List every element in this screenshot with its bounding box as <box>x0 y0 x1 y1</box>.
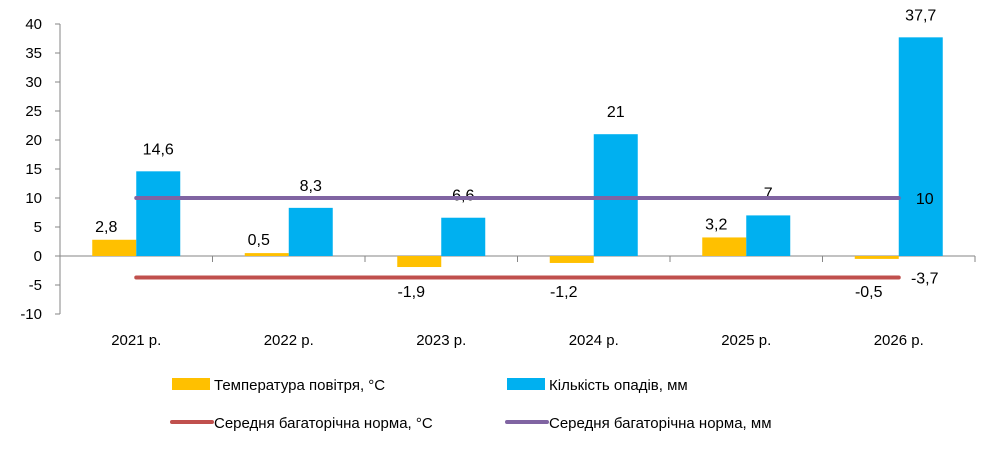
precipitation-data-label: 7 <box>764 185 773 202</box>
x-tick-label: 2022 р. <box>264 332 314 349</box>
legend-entry: Середня багаторічна норма, мм <box>549 415 772 432</box>
temperature-data-label: -0,5 <box>855 284 883 301</box>
temperature-bar <box>702 237 747 256</box>
temperature-bar <box>854 256 899 259</box>
y-tick-label: -10 <box>20 306 42 323</box>
y-tick-label: 35 <box>25 45 42 62</box>
temperature-bar <box>549 256 594 263</box>
temperature-data-label: -1,9 <box>397 284 425 301</box>
x-tick-label: 2021 р. <box>111 332 161 349</box>
legend-entry: Кількість опадів, мм <box>549 377 688 394</box>
norm-precipitation-label: 10 <box>916 191 934 208</box>
temperature-data-label: -1,2 <box>550 284 578 301</box>
x-tick-label: 2026 р. <box>874 332 924 349</box>
temperature-data-label: 2,8 <box>95 219 117 236</box>
x-tick-label: 2023 р. <box>416 332 466 349</box>
x-tick-label: 2025 р. <box>721 332 771 349</box>
precipitation-bar <box>136 171 181 256</box>
temperature-data-label: 0,5 <box>248 232 270 249</box>
legend-swatch <box>172 378 210 390</box>
precipitation-bar <box>898 37 943 257</box>
y-tick-label: 25 <box>25 103 42 120</box>
temperature-bar <box>397 256 442 268</box>
legend-entry: Температура повітря, °С <box>214 377 385 394</box>
y-tick-label: 0 <box>34 248 42 265</box>
temperature-data-label: 3,2 <box>705 216 727 233</box>
precipitation-data-label: 8,3 <box>300 178 322 195</box>
precipitation-bar <box>288 207 333 256</box>
precipitation-bar <box>746 215 791 256</box>
y-tick-label: 40 <box>25 16 42 33</box>
y-tick-label: 15 <box>25 161 42 178</box>
y-tick-label: 20 <box>25 132 42 149</box>
precipitation-data-label: 21 <box>607 104 625 121</box>
legend-swatch <box>507 378 545 390</box>
precipitation-bar <box>441 217 486 256</box>
y-tick-label: 10 <box>25 190 42 207</box>
y-tick-label: 5 <box>34 219 42 236</box>
y-tick-label: 30 <box>25 74 42 91</box>
precipitation-bar <box>593 134 638 256</box>
y-tick-label: -5 <box>29 277 42 294</box>
precipitation-data-label: 37,7 <box>905 7 936 24</box>
norm-temperature-label: -3,7 <box>911 270 939 287</box>
x-tick-label: 2024 р. <box>569 332 619 349</box>
precipitation-data-label: 14,6 <box>143 141 174 158</box>
temperature-bar <box>92 239 137 256</box>
legend-entry: Середня багаторічна норма, °С <box>214 415 433 432</box>
temperature-bar <box>244 253 289 256</box>
